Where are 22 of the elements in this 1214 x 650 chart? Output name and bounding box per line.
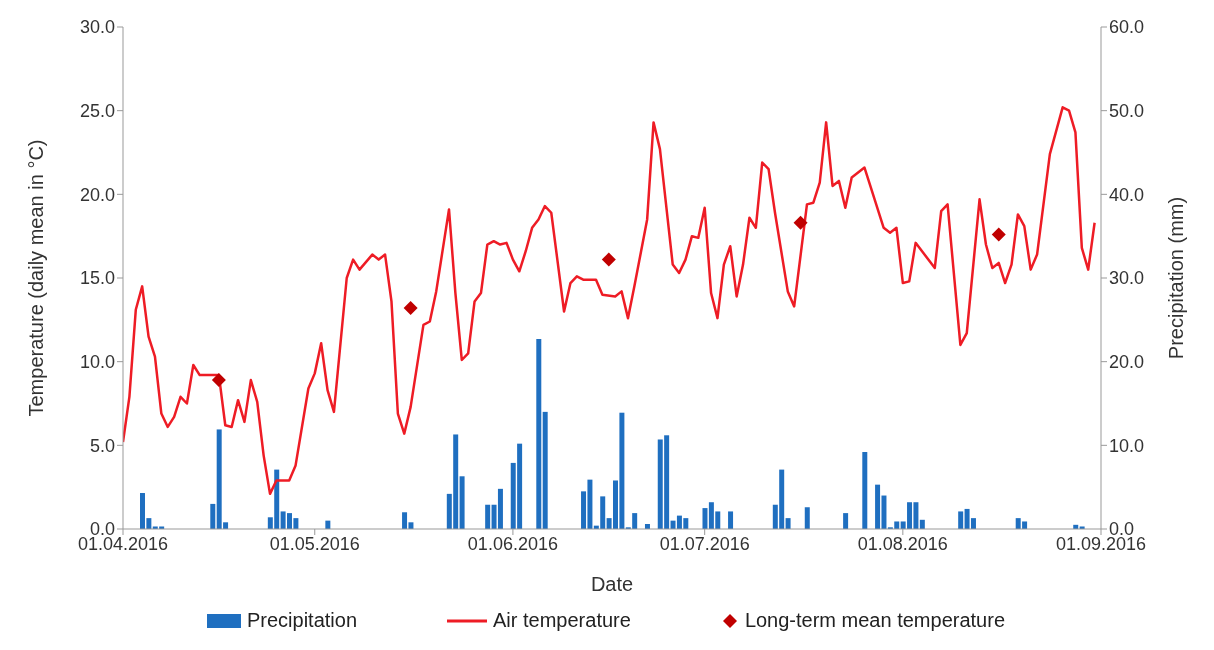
y-tick-label: 30.0 — [79, 17, 115, 38]
x-tick-label: 01.06.2016 — [467, 533, 558, 554]
y-tick-label: 20.0 — [79, 184, 115, 205]
y-tick-label: 5.0 — [89, 435, 115, 456]
x-axis-title: Date — [590, 573, 634, 595]
y2-tick-label: 20.0 — [1109, 352, 1145, 373]
y2-tick-label: 40.0 — [1109, 184, 1145, 205]
y2-tick-label: 60.0 — [1109, 17, 1145, 38]
y2-tick-label: 30.0 — [1109, 268, 1145, 289]
y-tick-label: 25.0 — [79, 101, 115, 122]
y-tick-label: 15.0 — [79, 268, 115, 289]
y-tick-label: 10.0 — [79, 352, 115, 373]
legend-label: Air temperature — [493, 609, 631, 632]
y-axis-title: Temperature (daily mean in °C) — [25, 139, 48, 417]
y2-tick-label: 50.0 — [1109, 101, 1145, 122]
y2-tick-label: 10.0 — [1109, 435, 1145, 456]
x-tick-label: 01.07.2016 — [659, 533, 750, 554]
legend-label: Long-term mean temperature — [744, 609, 1006, 632]
legend-label: Precipitation — [246, 609, 358, 632]
x-tick-label: 01.05.2016 — [269, 533, 360, 554]
x-tick-label: 01.08.2016 — [857, 533, 948, 554]
y2-axis-title: Precipitation (mm) — [1165, 196, 1188, 360]
